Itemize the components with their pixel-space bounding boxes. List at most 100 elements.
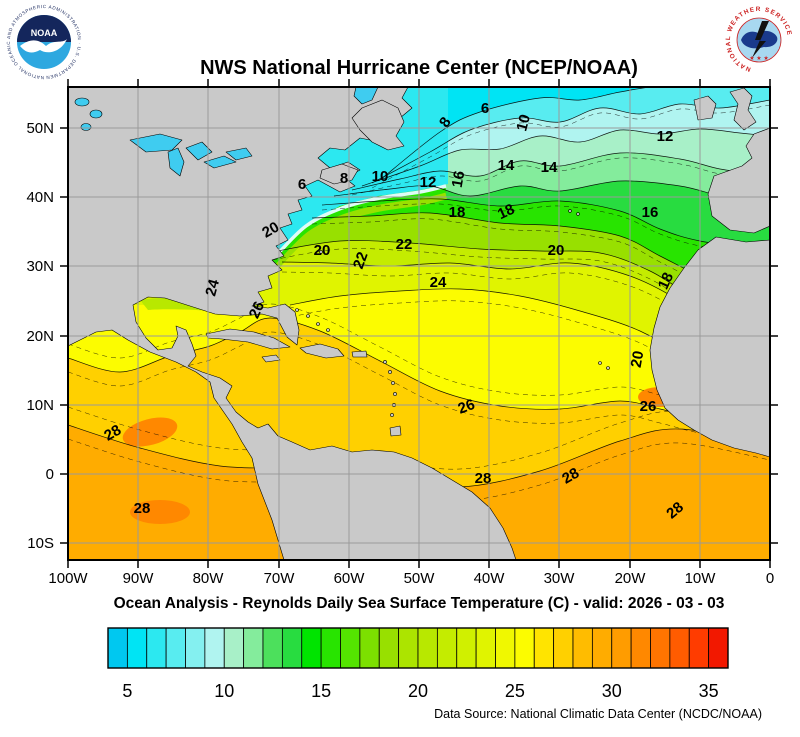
- colorbar-cell: [340, 627, 361, 669]
- colorbar-cell: [204, 627, 225, 669]
- colorbar-frame: [107, 627, 729, 669]
- land-europe-iberia: [707, 127, 770, 234]
- land-puerto-rico: [351, 350, 368, 358]
- colorbar-cell: [456, 627, 477, 669]
- sst-warm-patch: [130, 500, 190, 524]
- isotherm-value-label: 18: [495, 201, 517, 223]
- colorbar-cell: [475, 627, 496, 669]
- colorbar-cell: [301, 627, 322, 669]
- colorbar-cell: [630, 627, 651, 669]
- colorbar-cell: [417, 627, 438, 669]
- lat-tick-label: 10N: [26, 397, 54, 414]
- colorbar-cell: [126, 627, 148, 669]
- colorbar-cell: [281, 627, 303, 669]
- isotherm-value-label: 10: [513, 113, 534, 134]
- isotherm-value-label: 24: [430, 274, 447, 291]
- land-africa: [649, 236, 770, 458]
- isotherm-dashed-line: [68, 303, 770, 416]
- colorbar-tick-label: 25: [505, 681, 525, 701]
- colorbar-cell: [495, 627, 516, 669]
- nws-logo: NATIONAL WEATHER SERVICE ★ ★ ★: [725, 6, 792, 73]
- isotherm-value-label: 28: [475, 470, 492, 487]
- isotherm-value-label: 28: [134, 500, 151, 517]
- isotherm-value-label: 28: [559, 465, 582, 488]
- colorbar-tick-label: 15: [311, 681, 331, 701]
- isotherm-line-14: [333, 180, 770, 207]
- colorbar-cell: [533, 627, 555, 669]
- isotherm-dashed-line: [351, 157, 770, 196]
- isotherm-value-label: 10: [372, 168, 389, 185]
- isotherm-value-label: 26: [456, 396, 477, 418]
- james-bay-and-lakes: [74, 87, 379, 131]
- lon-tick-label: 40W: [474, 570, 506, 587]
- colorbar-tick-label: 5: [122, 681, 132, 701]
- colorbar-cell: [708, 627, 729, 669]
- isotherm-value-label: 18: [449, 204, 466, 221]
- nws-stars: ★ ★ ★: [749, 55, 768, 62]
- colorbar-cell: [611, 627, 632, 669]
- colorbar-cell: [378, 627, 400, 669]
- colorbar-cell: [553, 627, 574, 669]
- lon-tick-label: 70W: [264, 570, 296, 587]
- colorbar-cell: [146, 627, 167, 669]
- lon-tick-label: 30W: [544, 570, 576, 587]
- lat-tick-label: 40N: [26, 189, 54, 206]
- colorbar-cell: [591, 627, 613, 669]
- isotherm-value-label: 28: [101, 422, 124, 445]
- colorbar-cell: [223, 627, 245, 669]
- lon-tick-label: 10W: [685, 570, 717, 587]
- isotherm-value-label: 22: [350, 250, 372, 271]
- colorbar-tick-label: 30: [602, 681, 622, 701]
- isotherm-value-label: 6: [298, 176, 306, 193]
- isotherm-value-label: 20: [628, 350, 648, 369]
- isotherm-value-label: 8: [340, 170, 348, 187]
- isotherm-value-label: 20: [548, 242, 565, 259]
- land-bermuda: [319, 250, 323, 254]
- isotherm-value-label: 26: [640, 398, 657, 415]
- colorbar-cell: [572, 627, 593, 669]
- isotherm-value-label: 26: [246, 299, 268, 321]
- great-lakes: [129, 133, 253, 177]
- isotherm-value-label: 6: [481, 100, 489, 117]
- axis-labels: 50N 40N 30N 20N 10N 0 10S 100W 90W 80W 70W 60W 50W 40…: [26, 120, 774, 587]
- isotherm-value-label: 12: [657, 128, 674, 145]
- colorbar-cell: [185, 627, 206, 669]
- colorbar-cell: [107, 627, 128, 669]
- isotherm-value-label: 20: [314, 242, 331, 259]
- isotherm-line-6: [379, 87, 654, 181]
- map-caption: Ocean Analysis - Reynolds Daily Sea Surf…: [114, 595, 725, 612]
- colorbar-cell: [514, 627, 535, 669]
- noaa-seabird-icon: [20, 39, 67, 53]
- isotherm-value-label: 14: [498, 157, 515, 174]
- land-trinidad: [389, 425, 402, 437]
- front-green-band: [272, 187, 447, 264]
- data-source-note: Data Source: National Climatic Data Cent…: [434, 707, 762, 721]
- land-americas: [68, 87, 517, 560]
- isotherm-value-label: 16: [449, 170, 469, 189]
- isotherm-line-12: [351, 152, 770, 191]
- lon-tick-label: 60W: [334, 570, 366, 587]
- isotherm-value-label: 18: [655, 270, 677, 292]
- isotherm-value-label: 16: [642, 204, 659, 221]
- isotherm-value-label: 24: [202, 277, 223, 298]
- isotherm-dashed-line: [321, 203, 770, 257]
- land-cape-verde: [598, 361, 610, 370]
- land-cuba: [205, 328, 291, 350]
- colorbar-cell: [688, 627, 710, 669]
- lat-tick-label: 30N: [26, 258, 54, 275]
- land-bahamas: [295, 308, 330, 332]
- colorbar-tick-label: 10: [214, 681, 234, 701]
- land-jamaica: [261, 354, 281, 363]
- colorbar-cell: [243, 627, 264, 669]
- colorbar-tick-labels: 5 10 15 20 25 30 35: [122, 681, 718, 701]
- noaa-acronym: NOAA: [31, 28, 58, 38]
- isotherm-value-label: 20: [259, 219, 282, 242]
- isotherm-line-16: [321, 198, 770, 252]
- colorbar-tick-label: 20: [408, 681, 428, 701]
- lon-tick-label: 100W: [48, 570, 88, 587]
- sst-warm-patch: [122, 417, 178, 447]
- isotherm-value-label: 12: [420, 174, 437, 191]
- colorbar-cell: [262, 627, 283, 669]
